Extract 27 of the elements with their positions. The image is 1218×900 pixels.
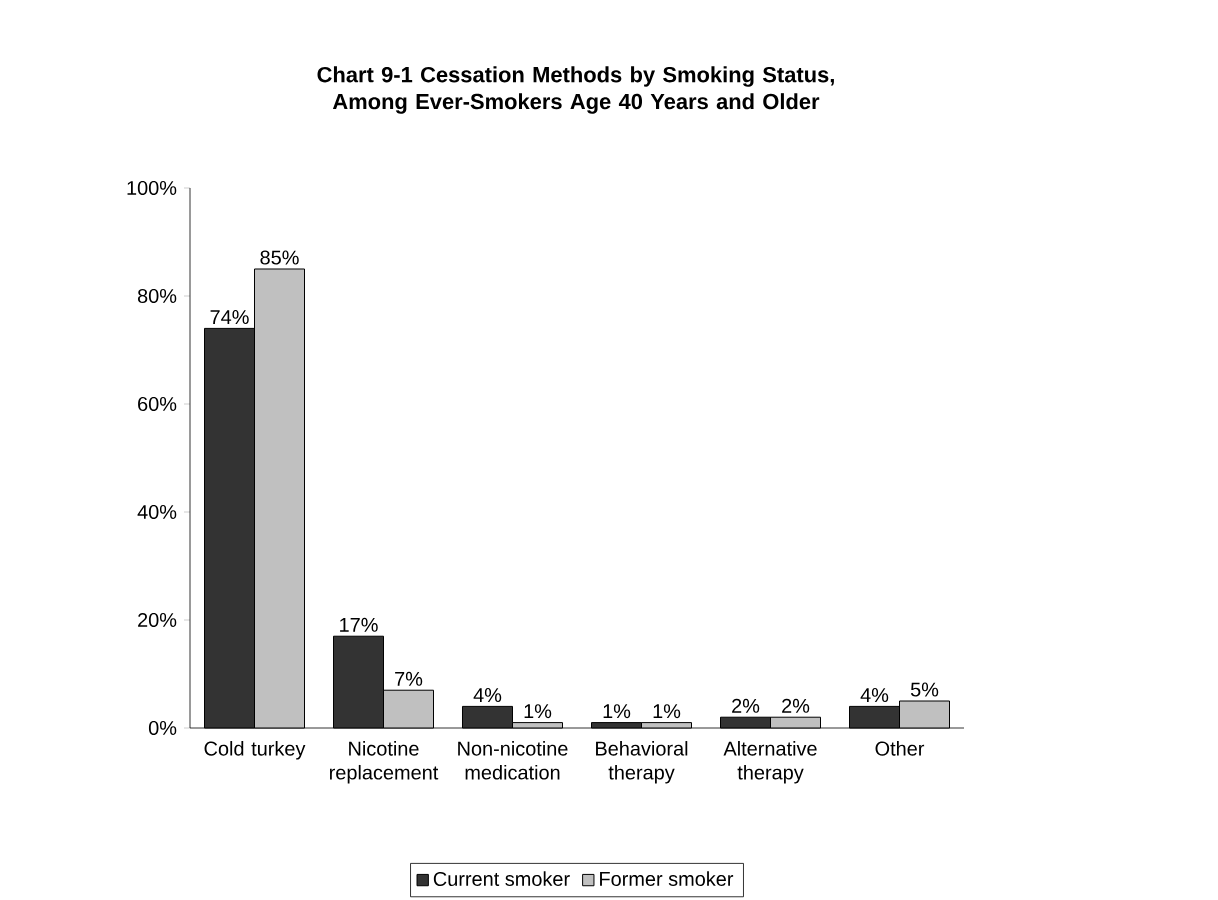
chart-title: Chart 9-1 Cessation Methods by Smoking Status, Among Ever-Smokers Age 40 Years and Older: [317, 66, 834, 114]
x-tick-label: Alternative therapy: [723, 741, 817, 784]
y-tick-label: 20%: [138, 612, 177, 628]
y-tick-label: 60%: [138, 396, 177, 412]
y-tick-label: 80%: [137, 288, 177, 304]
data-label: 4%: [860, 688, 889, 703]
data-label: 5%: [910, 682, 939, 697]
data-label: 74%: [210, 310, 249, 325]
x-tick-label: Nicotine replacement: [329, 741, 439, 784]
x-tick-label: Cold turkey: [204, 741, 306, 760]
legend-label: Former smoker: [600, 871, 734, 886]
data-label: 85%: [260, 250, 299, 265]
data-label: 4%: [473, 688, 502, 703]
data-label: 2%: [732, 698, 760, 713]
data-label: 2%: [782, 698, 810, 713]
y-tick-label: 40%: [137, 504, 177, 520]
data-label: 17%: [340, 617, 378, 632]
data-label: 1%: [603, 704, 631, 719]
y-tick-label: 100%: [127, 180, 177, 196]
data-label: 1%: [524, 704, 552, 719]
data-label: 1%: [653, 704, 681, 719]
legend-label: Current smoker: [433, 871, 570, 886]
x-tick-label: Behavioral therapy: [596, 741, 688, 784]
x-tick-label: Other: [875, 741, 925, 756]
x-tick-label: Non-nicotine medication: [458, 741, 568, 780]
data-label: 7%: [395, 671, 423, 686]
y-tick-label: 0%: [148, 720, 177, 736]
